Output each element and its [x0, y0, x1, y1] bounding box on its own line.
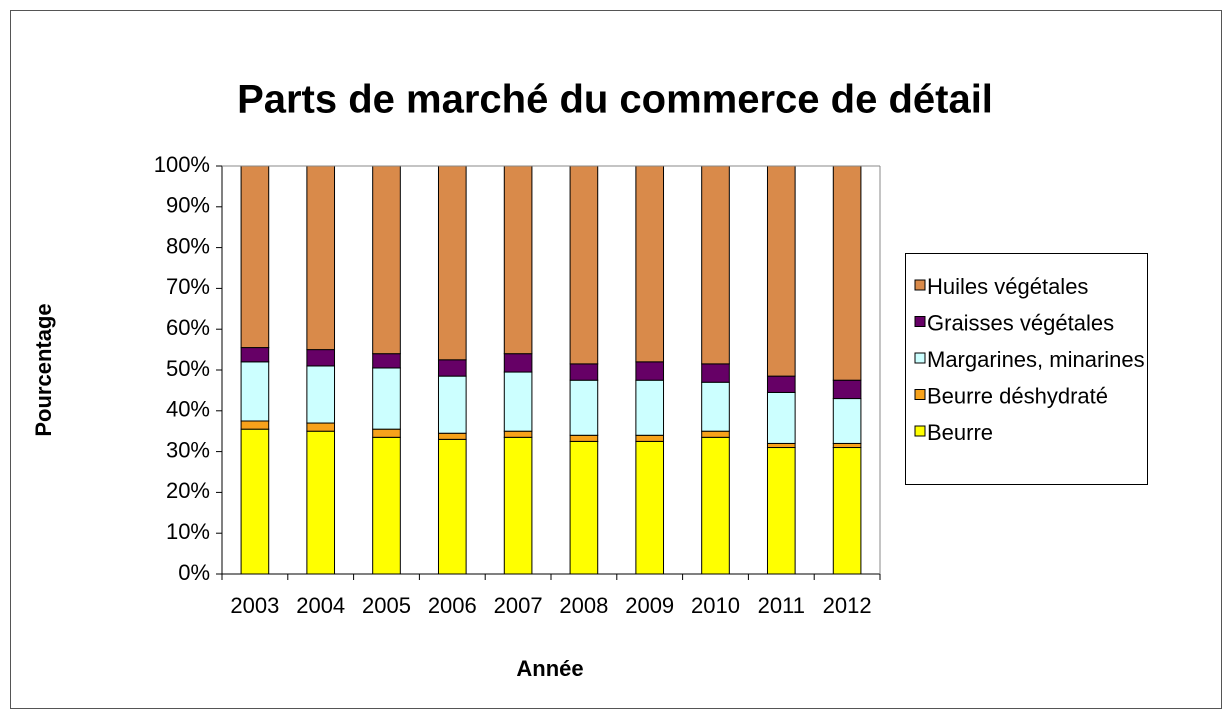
- y-tick-label: 60%: [166, 315, 210, 340]
- bar-segment: [569, 434, 599, 442]
- bar-segment: [437, 438, 467, 575]
- bar-segment: [240, 165, 270, 349]
- bar-segment: [306, 422, 336, 432]
- bar-segment: [240, 361, 270, 422]
- bar-segment: [437, 359, 467, 377]
- legend-swatch: [914, 352, 926, 364]
- bar-segment: [635, 434, 665, 442]
- bar-segment: [701, 436, 730, 575]
- bar-segment: [701, 381, 730, 432]
- bar-segment: [503, 430, 533, 438]
- y-axis-label: Pourcentage: [31, 303, 56, 436]
- legend-box: [905, 253, 1148, 485]
- y-tick-label: 40%: [166, 397, 210, 422]
- bar-segment: [240, 428, 270, 575]
- bar-segment: [437, 375, 467, 434]
- bar-segment: [437, 432, 467, 440]
- bar-segment: [635, 440, 665, 575]
- bar-segment: [240, 420, 270, 430]
- bar-segment: [437, 165, 467, 361]
- y-tick-label: 20%: [166, 478, 210, 503]
- bar-segment: [503, 436, 533, 575]
- bar-segment: [569, 379, 599, 436]
- bar-segment: [372, 367, 401, 430]
- bar-segment: [372, 436, 401, 575]
- bar-segment: [372, 353, 401, 369]
- bar-segment: [372, 428, 401, 438]
- legend-label: Beurre: [927, 420, 993, 445]
- bar-segment: [832, 398, 862, 444]
- bar-segment: [766, 165, 796, 377]
- y-tick-label: 30%: [166, 437, 210, 462]
- bar-segment: [503, 165, 533, 355]
- bar-segment: [635, 165, 665, 363]
- bar-segment: [766, 375, 796, 393]
- bar-segment: [306, 430, 336, 575]
- x-tick-label: 2008: [559, 593, 608, 618]
- bar-segment: [701, 363, 730, 383]
- bar-segment: [306, 365, 336, 424]
- legend-swatch: [914, 279, 926, 291]
- x-tick-label: 2009: [625, 593, 674, 618]
- legend-swatch: [914, 316, 926, 327]
- y-tick-label: 90%: [166, 193, 210, 218]
- bar-segment: [306, 349, 336, 367]
- x-axis-label: Année: [516, 656, 583, 681]
- bar-segment: [240, 347, 270, 363]
- legend-label: Graisses végétales: [927, 310, 1114, 335]
- legend-label: Huiles végétales: [927, 274, 1088, 299]
- y-tick-label: 70%: [166, 274, 210, 299]
- bar-segment: [701, 165, 730, 365]
- x-tick-label: 2004: [296, 593, 345, 618]
- x-tick-label: 2006: [428, 593, 477, 618]
- bar-segment: [569, 440, 599, 575]
- bar-segment: [832, 442, 862, 449]
- bar-segment: [569, 363, 599, 381]
- bar-segment: [766, 442, 796, 449]
- bar-segment: [503, 353, 533, 373]
- legend-label: Margarines, minarines: [927, 347, 1145, 372]
- bar-segment: [832, 165, 862, 381]
- legend-label: Beurre déshydraté: [927, 383, 1108, 408]
- x-tick-label: 2011: [758, 593, 805, 618]
- bar-segment: [635, 379, 665, 436]
- y-tick-label: 10%: [166, 519, 210, 544]
- bar-segment: [832, 447, 862, 575]
- bar-segment: [832, 379, 862, 400]
- x-tick-label: 2003: [230, 593, 279, 618]
- bar-segment: [569, 165, 599, 365]
- legend-swatch: [914, 425, 926, 437]
- bar-segment: [503, 371, 533, 432]
- x-tick-label: 2007: [494, 593, 543, 618]
- y-tick-label: 100%: [154, 152, 210, 177]
- bar-segment: [701, 430, 730, 438]
- x-tick-label: 2010: [691, 593, 740, 618]
- x-tick-label: 2005: [362, 593, 411, 618]
- x-tick-label: 2012: [823, 593, 872, 618]
- y-tick-label: 50%: [166, 356, 210, 381]
- chart-title: Parts de marché du commerce de détail: [237, 78, 993, 122]
- bar-segment: [766, 391, 796, 444]
- legend-swatch: [914, 389, 926, 400]
- y-tick-label: 0%: [178, 560, 210, 585]
- bar-segment: [635, 361, 665, 381]
- bar-segment: [306, 165, 336, 351]
- bar-segment: [766, 447, 796, 575]
- y-tick-label: 80%: [166, 233, 210, 258]
- bar-segment: [372, 165, 401, 355]
